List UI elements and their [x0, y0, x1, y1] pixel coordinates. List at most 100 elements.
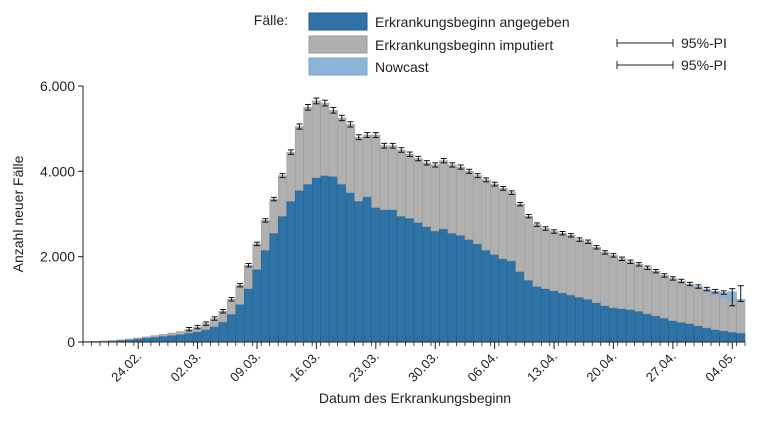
bar-2-22	[269, 198, 279, 234]
legend-label-3: Nowcast	[375, 59, 429, 75]
y-tick-label: 2.000	[40, 249, 75, 265]
bar-1-30	[337, 183, 347, 343]
pi-errorbar-57	[568, 233, 575, 238]
bar-2-55	[549, 231, 559, 292]
bar-2-35	[379, 145, 389, 210]
bar-2-6	[133, 337, 143, 340]
bar-1-75	[719, 330, 729, 343]
pi-errorbar-42	[440, 157, 447, 164]
pi-errorbar-31	[347, 121, 354, 128]
pi-errorbar-73	[703, 286, 710, 292]
bar-1-58	[575, 296, 585, 343]
bar-1-24	[286, 200, 296, 343]
legend-swatch-1	[308, 12, 368, 31]
pi-errorbar-61	[601, 250, 608, 255]
bar-2-5	[125, 338, 135, 340]
pi-errorbar-75	[720, 290, 727, 295]
bar-1-56	[558, 292, 568, 343]
bar-1-40	[422, 226, 432, 343]
bar-2-70	[676, 280, 686, 323]
x-tick-label: 02.03.	[168, 349, 204, 385]
bar-1-52	[524, 279, 534, 343]
bar-2-34	[371, 134, 381, 208]
bar-1-53	[532, 286, 542, 343]
bar-1-54	[541, 288, 551, 343]
legend-label-2: Erkrankungsbeginn imputiert	[375, 37, 553, 53]
bar-2-36	[388, 145, 398, 210]
pi-errorbar-17	[228, 297, 235, 302]
pi-errorbar-34	[372, 132, 379, 139]
bar-2-65	[634, 264, 644, 312]
bar-2-17	[227, 299, 237, 315]
bar-2-74	[710, 293, 720, 330]
bar-2-2	[99, 340, 109, 342]
bar-2-52	[524, 215, 534, 281]
x-tick-label: 09.03.	[227, 349, 263, 385]
bar-2-8	[150, 335, 160, 338]
bar-2-44	[456, 166, 466, 236]
pi-errorbar-50	[508, 190, 515, 195]
bar-1-41	[430, 230, 440, 343]
bar-1-20	[252, 269, 262, 343]
pi-errorbar-35	[381, 142, 388, 149]
bar-1-33	[362, 196, 372, 343]
pi-errorbar-26	[304, 104, 311, 111]
bar-1-14	[201, 329, 211, 343]
bar-2-62	[608, 255, 618, 309]
bar-2-24	[286, 151, 296, 202]
bar-2-71	[685, 283, 695, 324]
pi-errorbar-30	[338, 114, 345, 122]
bar-1-43	[447, 232, 457, 343]
bar-1-60	[591, 302, 601, 343]
bar-1-28	[320, 175, 330, 343]
legend-pi-marker-2	[616, 61, 674, 69]
bar-1-7	[142, 337, 152, 343]
legend-swatch-2	[308, 35, 368, 54]
bar-1-26	[303, 183, 313, 343]
pi-errorbar-64	[627, 259, 634, 264]
bar-1-19	[244, 288, 253, 343]
bar-1-45	[464, 239, 474, 343]
x-tick-label: 06.04.	[465, 349, 501, 385]
bar-2-39	[413, 158, 423, 223]
pi-errorbar-16	[220, 309, 227, 314]
pi-errorbar-49	[500, 186, 507, 191]
bar-2-51	[515, 203, 525, 272]
x-tick-label: 20.04.	[583, 349, 619, 385]
pi-errorbar-41	[432, 162, 439, 168]
pi-errorbar-45	[466, 168, 473, 174]
pi-errorbar-53	[534, 222, 541, 227]
legend: Fälle: Erkrankungsbeginn angegeben Erkra…	[254, 12, 727, 76]
bar-2-10	[167, 332, 177, 336]
bar-1-59	[583, 299, 593, 343]
pi-errorbar-37	[398, 147, 405, 153]
bar-1-35	[379, 209, 389, 343]
bar-1-10	[167, 335, 177, 343]
bar-1-31	[345, 192, 355, 343]
legend-pi-marker-1	[616, 39, 674, 47]
bar-2-72	[693, 287, 703, 327]
y-axis-label: Anzahl neuer Fälle	[10, 155, 26, 272]
bar-1-64	[625, 309, 635, 343]
x-tick-label: 27.04.	[643, 349, 679, 385]
bar-1-49	[498, 258, 508, 343]
bar-2-20	[252, 243, 262, 270]
bar-2-40	[422, 162, 432, 228]
bar-1-15	[210, 326, 220, 343]
bar-2-54	[541, 228, 551, 289]
pi-errorbar-72	[695, 284, 702, 289]
pi-errorbar-36	[389, 142, 396, 149]
bar-1-77	[736, 332, 746, 343]
bar-2-49	[498, 188, 508, 260]
bar-2-18	[235, 285, 245, 305]
bar-2-58	[575, 239, 585, 298]
bar-1-8	[150, 336, 160, 343]
bar-1-18	[235, 304, 245, 343]
x-tick-label: 04.05.	[702, 349, 738, 385]
bar-1-67	[651, 315, 661, 343]
pi-errorbar-63	[618, 256, 625, 262]
bar-2-19	[244, 264, 253, 289]
bar-2-11	[176, 331, 186, 335]
bar-2-4	[116, 339, 126, 341]
